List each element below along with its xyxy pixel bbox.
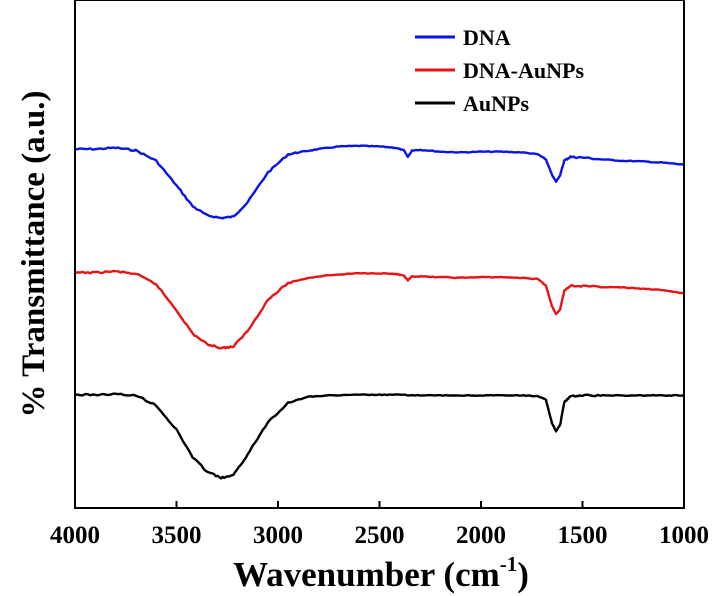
series-line-dna-aunps: [74, 269, 685, 350]
x-tick-label-3500: 3500: [152, 522, 202, 549]
series-line-dna: [74, 144, 685, 220]
plot-frame: [74, 0, 685, 509]
x-axis-title-close: ): [517, 555, 529, 594]
x-tick-label-4000: 4000: [50, 522, 100, 549]
legend-label-aunps: AuNPs: [463, 91, 529, 116]
series-layer: [74, 144, 685, 480]
x-tick-label-2000: 2000: [456, 522, 506, 549]
x-tick-label-3000: 3000: [253, 522, 303, 549]
x-ticks: 4000 3500 3000 2500 2000 1500 1000: [50, 501, 709, 549]
x-tick-label-2500: 2500: [355, 522, 405, 549]
series-line-aunps: [74, 392, 685, 480]
x-tick-label-1000: 1000: [659, 522, 709, 549]
x-axis-title-superscript: -1: [500, 552, 518, 576]
x-axis-title: Wavenumber (cm-1): [233, 552, 529, 594]
y-axis-title: % Transmittance (a.u.): [16, 91, 52, 418]
x-axis-title-main: Wavenumber (cm: [233, 555, 500, 594]
legend-label-dna: DNA: [463, 25, 511, 50]
legend-label-dna-aunps: DNA-AuNPs: [463, 58, 584, 83]
legend: DNA DNA-AuNPs AuNPs: [415, 25, 584, 116]
x-tick-label-1500: 1500: [558, 522, 608, 549]
